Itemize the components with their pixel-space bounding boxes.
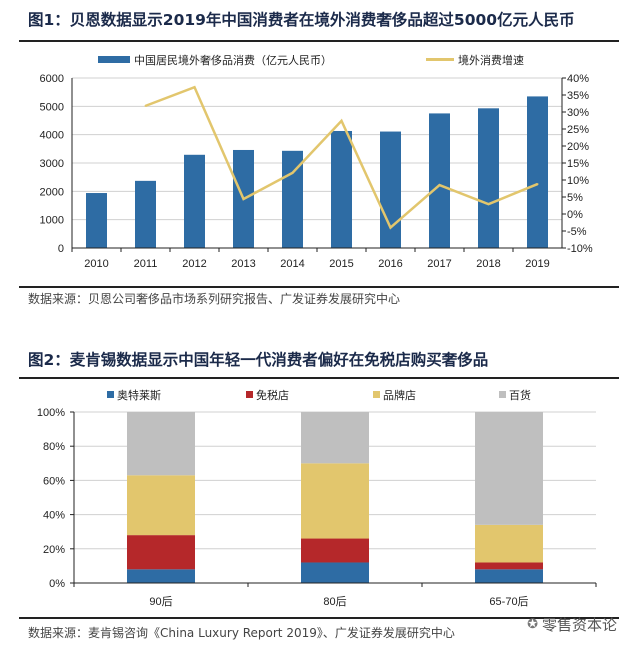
wechat-icon: ✪ — [527, 617, 538, 632]
bar-2012 — [184, 154, 205, 248]
x-tick-label: 90后 — [149, 595, 172, 608]
bar-2016 — [380, 131, 401, 248]
growth-point — [389, 226, 392, 229]
segment-免税店-65-70后 — [475, 562, 543, 570]
segment-品牌店-65-70后 — [475, 524, 543, 563]
right-tick-label: 5% — [567, 192, 583, 204]
right-tick-label: 30% — [567, 107, 589, 119]
chart2-source: 数据来源：麦肯锡咨询《China Luxury Report 2019》、广发证… — [28, 626, 455, 640]
left-tick-label: 3000 — [40, 158, 64, 170]
y-tick-label: 100% — [37, 407, 65, 419]
x-tick-label: 65-70后 — [489, 595, 528, 608]
bar-2011 — [135, 180, 156, 248]
growth-point — [487, 203, 490, 206]
segment-百货-80后 — [301, 412, 369, 464]
x-tick-label: 2010 — [84, 258, 108, 270]
segment-奥特莱斯-80后 — [301, 562, 369, 583]
right-tick-label: 20% — [567, 141, 589, 153]
legend-swatch-1 — [246, 391, 253, 398]
x-tick-label: 2017 — [427, 258, 451, 270]
x-tick-label: 2013 — [231, 258, 255, 270]
left-tick-label: 2000 — [40, 186, 64, 198]
legend-label-bar: 中国居民境外奢侈品消费（亿元人民币） — [134, 53, 332, 67]
left-tick-label: 6000 — [40, 73, 64, 85]
y-tick-label: 0% — [49, 578, 65, 590]
bar-2019 — [527, 96, 548, 249]
x-tick-label: 2012 — [182, 258, 206, 270]
left-tick-label: 5000 — [40, 101, 64, 113]
chart1-source: 数据来源：贝恩公司奢侈品市场系列研究报告、广发证券发展研究中心 — [28, 292, 401, 306]
y-tick-label: 60% — [43, 475, 65, 487]
legend-label-line: 境外消费增速 — [458, 53, 524, 67]
growth-point — [340, 119, 343, 122]
x-tick-label: 2016 — [378, 258, 402, 270]
segment-免税店-90后 — [127, 535, 195, 570]
left-tick-label: 4000 — [40, 130, 64, 142]
watermark: ✪ 零售资本论 — [527, 614, 617, 635]
legend-swatch-3 — [499, 391, 506, 398]
legend-swatch-2 — [373, 391, 380, 398]
x-tick-label: 2018 — [476, 258, 500, 270]
left-tick-label: 0 — [58, 243, 64, 255]
legend-label-1: 免税店 — [256, 388, 289, 402]
segment-百货-90后 — [127, 412, 195, 476]
growth-point — [193, 86, 196, 89]
watermark-text: 零售资本论 — [541, 616, 617, 634]
right-tick-label: 10% — [567, 175, 589, 187]
right-tick-label: 40% — [567, 73, 589, 85]
bar-2015 — [331, 130, 352, 248]
segment-奥特莱斯-90后 — [127, 569, 195, 583]
x-tick-label: 2011 — [134, 258, 158, 270]
right-tick-label: 35% — [567, 90, 589, 102]
segment-免税店-80后 — [301, 538, 369, 563]
right-tick-label: 0% — [567, 209, 583, 221]
right-tick-label: 25% — [567, 124, 589, 136]
growth-point — [144, 104, 147, 107]
legend-label-0: 奥特莱斯 — [117, 388, 161, 402]
right-tick-label: -5% — [567, 226, 587, 238]
legend-swatch-line — [426, 58, 454, 61]
y-tick-label: 40% — [43, 510, 65, 522]
right-tick-label: 15% — [567, 158, 589, 170]
x-tick-label: 2015 — [329, 258, 353, 270]
growth-point — [291, 171, 294, 174]
chart2-title-rule — [19, 377, 619, 379]
legend-label-2: 品牌店 — [383, 388, 416, 402]
legend-swatch-0 — [107, 391, 114, 398]
segment-奥特莱斯-65-70后 — [475, 569, 543, 583]
growth-point — [242, 198, 245, 201]
right-tick-label: -10% — [567, 243, 593, 255]
growth-point — [536, 183, 539, 186]
chart1-title: 图1：贝恩数据显示2019年中国消费者在境外消费奢侈品超过5000亿元人民币 — [28, 11, 575, 29]
x-tick-label: 80后 — [323, 595, 346, 608]
segment-百货-65-70后 — [475, 412, 543, 525]
chart2-source-rule — [19, 617, 619, 619]
chart2-title: 图2：麦肯锡数据显示中国年轻一代消费者偏好在免税店购买奢侈品 — [28, 351, 489, 369]
legend-swatch-bar — [98, 56, 130, 63]
legend-label-3: 百货 — [509, 388, 531, 402]
bar-2010 — [86, 193, 107, 248]
growth-point — [438, 184, 441, 187]
x-tick-label: 2014 — [280, 258, 304, 270]
bar-2018 — [478, 108, 499, 248]
chart1-source-rule — [19, 286, 619, 288]
y-tick-label: 80% — [43, 441, 65, 453]
segment-品牌店-80后 — [301, 463, 369, 539]
left-tick-label: 1000 — [40, 215, 64, 227]
chart1-title-rule — [19, 40, 619, 42]
x-tick-label: 2019 — [525, 258, 549, 270]
segment-品牌店-90后 — [127, 475, 195, 536]
y-tick-label: 20% — [43, 544, 65, 556]
bar-2017 — [429, 113, 450, 249]
